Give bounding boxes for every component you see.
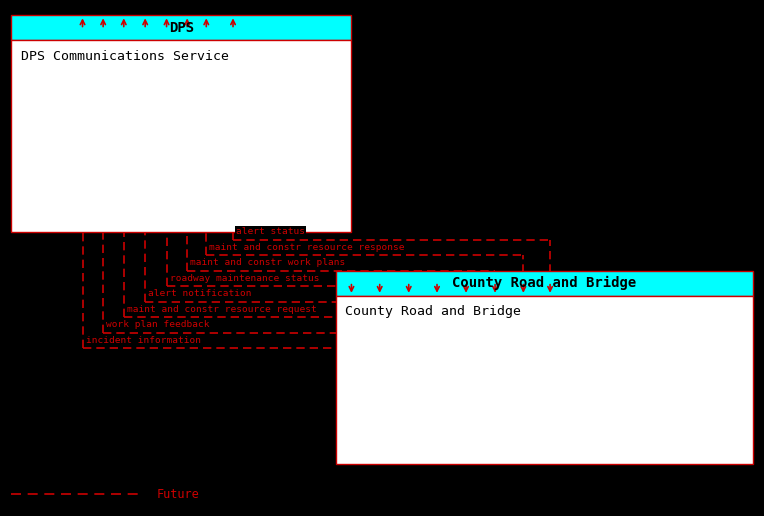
Text: County Road and Bridge: County Road and Bridge [452,276,636,291]
Text: County Road and Bridge: County Road and Bridge [345,305,521,318]
Bar [336,271,753,296]
Bar [336,296,753,464]
Text: DPS: DPS [169,21,194,35]
Text: maint and constr work plans: maint and constr work plans [190,259,345,267]
Text: incident information: incident information [86,336,201,345]
Text: DPS Communications Service: DPS Communications Service [21,50,228,62]
Bar [11,40,351,232]
Text: roadway maintenance status: roadway maintenance status [170,274,319,283]
Text: work plan feedback: work plan feedback [106,320,209,329]
Text: maint and constr resource request: maint and constr resource request [127,305,316,314]
Text: Future: Future [157,488,199,501]
Text: alert notification: alert notification [148,289,251,298]
Text: maint and constr resource response: maint and constr resource response [209,243,405,252]
Bar [11,15,351,40]
Text: alert status: alert status [236,228,305,236]
